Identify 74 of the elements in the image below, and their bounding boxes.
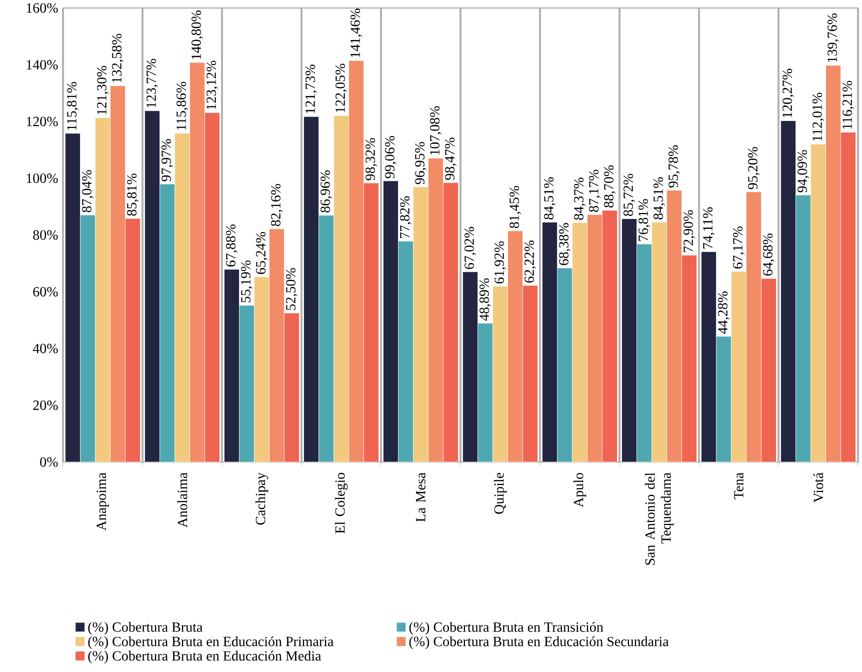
data-label: 67,88% [226,224,238,267]
x-tick-label: Anapoima [96,472,109,531]
data-label: 107,08% [430,106,442,155]
legend-label: (%) Cobertura Bruta en Educación Secundaria [409,636,669,650]
y-tick-label: 80% [33,230,58,240]
y-tick-label: 20% [33,400,58,410]
y-tick-label: 60% [33,287,58,297]
data-label: 61,92% [494,241,506,284]
data-label: 87,04% [82,170,94,212]
data-label: 84,37% [574,178,586,220]
data-label: 85,72% [624,174,635,216]
data-label: 52,50% [286,268,298,310]
x-tick-label: Tena [734,472,744,500]
data-label: 116,21% [842,80,854,129]
data-label: 64,68% [763,234,774,276]
legend-label: (%) Cobertura Bruta [88,622,202,635]
data-label: 84,51% [544,177,556,220]
data-label: 121,30% [97,66,108,114]
data-label: 88,70% [604,165,616,208]
y-tick-label: 160% [26,3,58,13]
data-label: 85,81% [127,174,138,216]
legend-label: (%) Cobertura Bruta en Educación Media [88,650,322,664]
data-label: 98,32% [366,138,377,180]
data-label: 44,28% [718,291,730,334]
data-label: 77,82% [400,196,412,238]
data-label: 112,01% [812,92,824,141]
data-label: 99,06% [385,136,396,178]
y-tick-label: 140% [26,60,58,70]
x-tick-label: El Colegio [334,472,348,534]
data-label: 96,95% [415,142,426,184]
data-label: 76,81% [638,199,650,241]
x-tick-label: La Mesa [416,472,426,522]
data-label: 67,17% [733,226,744,269]
data-label: 123,12% [206,60,218,110]
data-label: 84,51% [654,177,665,220]
legend-label: (%) Cobertura Bruta en Educación Primaria [88,636,334,650]
data-label: 72,90% [684,210,695,252]
x-tick-label: Viotá [813,472,824,502]
data-label: 141,46% [350,8,362,58]
data-label: 122,05% [336,64,347,112]
legend-label: (%) Cobertura Bruta en Transición [409,622,604,635]
x-tick-label: Apulo [573,472,586,508]
data-label: 95,20% [748,146,760,190]
data-label: 120,27% [782,68,794,118]
data-label: 81,45% [510,186,521,228]
data-label: 68,38% [559,223,570,266]
x-tick-label: Quipile [494,472,507,514]
data-label: 140,80% [192,10,203,59]
data-label: 67,02% [464,226,476,269]
data-label: 87,17% [589,170,600,212]
y-tick-label: 120% [26,116,58,126]
data-label: 95,78% [668,145,680,188]
data-label: 123,77% [146,58,158,108]
y-tick-label: 100% [26,174,58,184]
data-label: 139,76% [828,14,839,62]
x-tick-label: Cachipay [255,472,268,525]
data-label: 115,86% [176,82,188,130]
data-label: 62,22% [524,240,536,283]
data-label: 97,97% [162,139,173,182]
data-label: 82,16% [271,184,282,226]
data-label: 74,11% [703,207,714,249]
y-tick-label: 0% [40,457,58,467]
x-tick-label: Anolaima [177,472,188,528]
y-tick-label: 40% [32,344,58,354]
data-label: 121,73% [306,64,317,114]
data-label: 94,09% [798,150,809,192]
data-label: 132,58% [112,34,124,82]
data-label: 98,47% [445,138,456,180]
data-label: 86,96% [320,170,332,212]
data-label: 55,19% [241,260,252,302]
data-label: 48,89% [480,278,491,321]
x-tick-label: San Antonio del Tequendama [644,472,674,565]
data-label: 115,81% [67,82,78,130]
data-label: 65,24% [256,232,268,274]
